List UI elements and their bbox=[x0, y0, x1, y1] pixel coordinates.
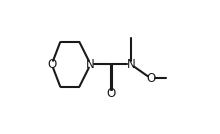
Text: O: O bbox=[47, 58, 56, 71]
Text: N: N bbox=[126, 58, 135, 71]
Text: O: O bbox=[146, 72, 156, 85]
Text: N: N bbox=[86, 58, 95, 71]
Text: O: O bbox=[106, 87, 115, 100]
